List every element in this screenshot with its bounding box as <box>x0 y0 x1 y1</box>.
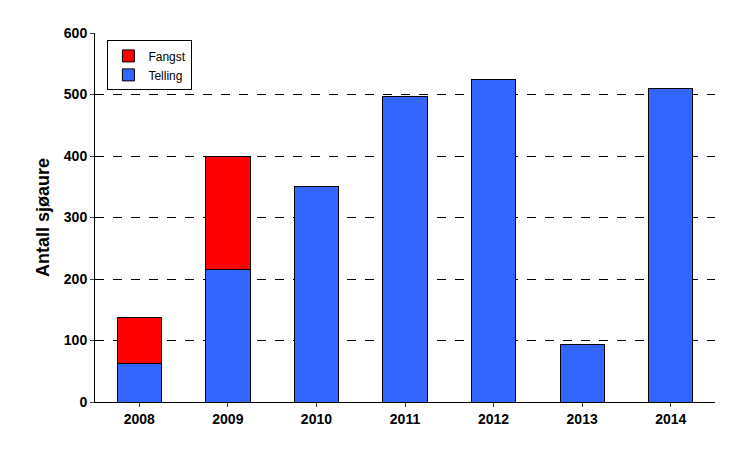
svg-text:Telling: Telling <box>148 69 182 83</box>
svg-text:200: 200 <box>64 271 88 287</box>
svg-text:0: 0 <box>79 394 87 410</box>
svg-text:400: 400 <box>64 148 88 164</box>
svg-text:500: 500 <box>64 86 88 102</box>
svg-text:100: 100 <box>64 332 88 348</box>
svg-text:2009: 2009 <box>212 411 243 427</box>
svg-text:600: 600 <box>64 25 88 41</box>
svg-text:2013: 2013 <box>567 411 598 427</box>
svg-text:Antall sjøaure: Antall sjøaure <box>33 158 53 277</box>
svg-text:2014: 2014 <box>655 411 686 427</box>
svg-text:300: 300 <box>64 209 88 225</box>
svg-text:2011: 2011 <box>390 411 421 427</box>
svg-text:Fangst: Fangst <box>148 50 185 64</box>
svg-text:2012: 2012 <box>478 411 509 427</box>
svg-text:2008: 2008 <box>124 411 155 427</box>
svg-text:2010: 2010 <box>301 411 332 427</box>
